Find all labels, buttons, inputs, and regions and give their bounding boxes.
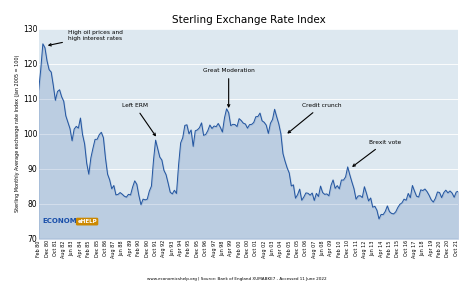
Title: Sterling Exchange Rate Index: Sterling Exchange Rate Index (172, 15, 325, 25)
Text: High oil prices and
high interest rates: High oil prices and high interest rates (49, 30, 123, 46)
Text: www.economicshelp.org | Source: Bank of England XUMABKE7 - Accessed 11 June 2022: www.economicshelp.org | Source: Bank of … (147, 277, 327, 281)
Text: Credit crunch: Credit crunch (288, 103, 341, 133)
Y-axis label: Sterling Monthly Average exchange rate Index (Jan 2005 = 100): Sterling Monthly Average exchange rate I… (15, 55, 20, 212)
Text: Left ERM: Left ERM (122, 103, 155, 136)
Text: Brexit vote: Brexit vote (353, 140, 401, 166)
Text: Great Moderation: Great Moderation (203, 68, 255, 107)
Text: ECONOMICS: ECONOMICS (43, 218, 90, 224)
Text: eHELP: eHELP (77, 219, 97, 224)
